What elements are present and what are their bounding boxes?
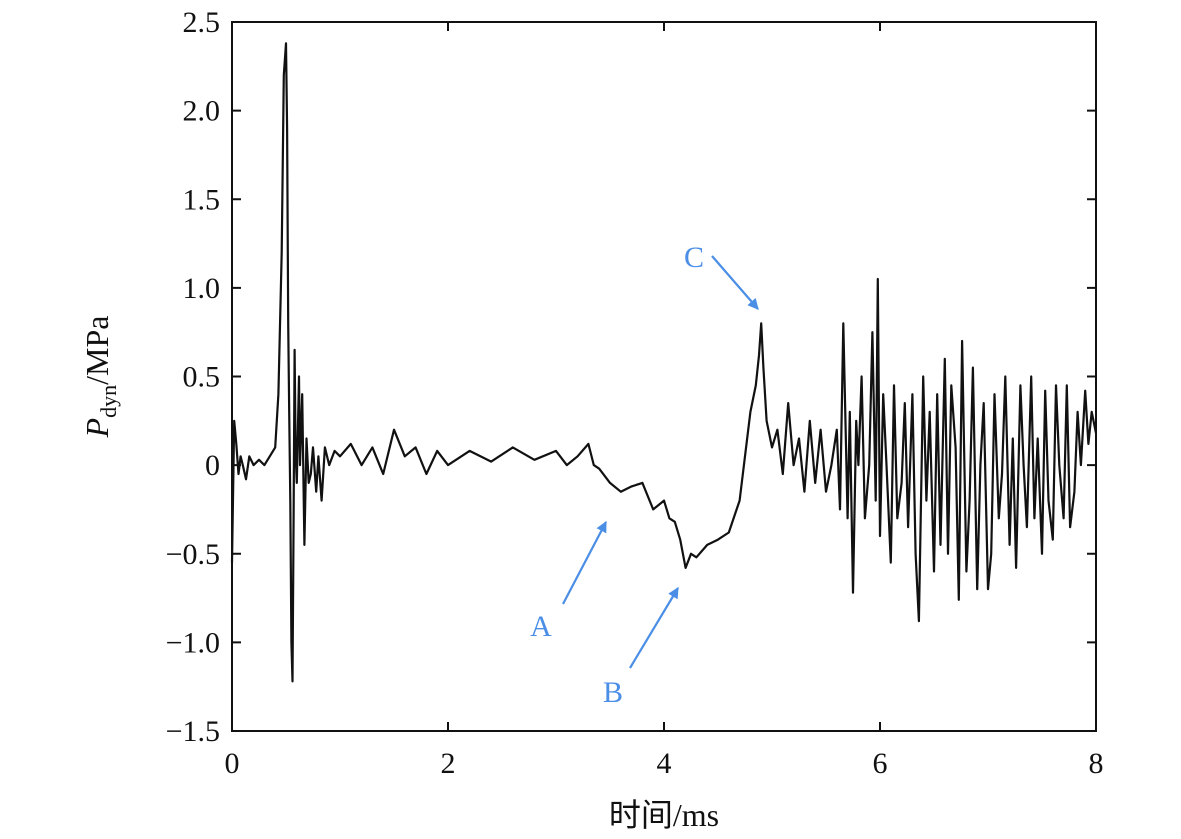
y-tick-label: 0.5 <box>183 361 221 394</box>
x-tick-label: 0 <box>225 747 240 780</box>
y-axis-title-unit: /MPa <box>79 316 115 385</box>
y-tick-label: 2.5 <box>183 6 221 39</box>
y-axis-title: Pdyn/MPa <box>79 316 121 439</box>
y-tick-label: −1.0 <box>166 626 220 659</box>
y-tick-label: 1.5 <box>183 183 221 216</box>
x-axis-ticks: 0 2 4 6 8 <box>225 22 1104 780</box>
x-tick-label: 6 <box>873 747 888 780</box>
y-tick-label: 1.0 <box>183 272 221 305</box>
x-tick-label: 2 <box>441 747 456 780</box>
x-tick-label: 8 <box>1089 747 1104 780</box>
y-axis-title-subscript: dyn <box>96 385 121 418</box>
plot-frame <box>231 21 1097 732</box>
annotation-label-b: B <box>603 676 623 709</box>
annotation-arrow-b <box>629 587 679 669</box>
annotation-label-a: A <box>530 610 552 643</box>
y-tick-label: −1.5 <box>166 715 220 748</box>
y-axis-title-symbol: P <box>79 418 115 439</box>
annotation-label-c: C <box>684 241 704 274</box>
annotation-arrow-a <box>562 521 607 605</box>
y-tick-label: 0 <box>205 449 220 482</box>
y-tick-label: 2.0 <box>183 95 221 128</box>
annotation-arrow-c <box>711 255 759 310</box>
x-tick-label: 4 <box>657 747 672 780</box>
annotations: A B C <box>530 241 759 709</box>
series-line <box>230 42 1098 683</box>
y-axis-ticks: 2.5 2.0 1.5 1.0 0.5 0 −0.5 −1.0 −1.5 <box>166 6 1096 748</box>
y-tick-label: −0.5 <box>166 538 220 571</box>
x-axis-title: 时间/ms <box>609 797 719 833</box>
